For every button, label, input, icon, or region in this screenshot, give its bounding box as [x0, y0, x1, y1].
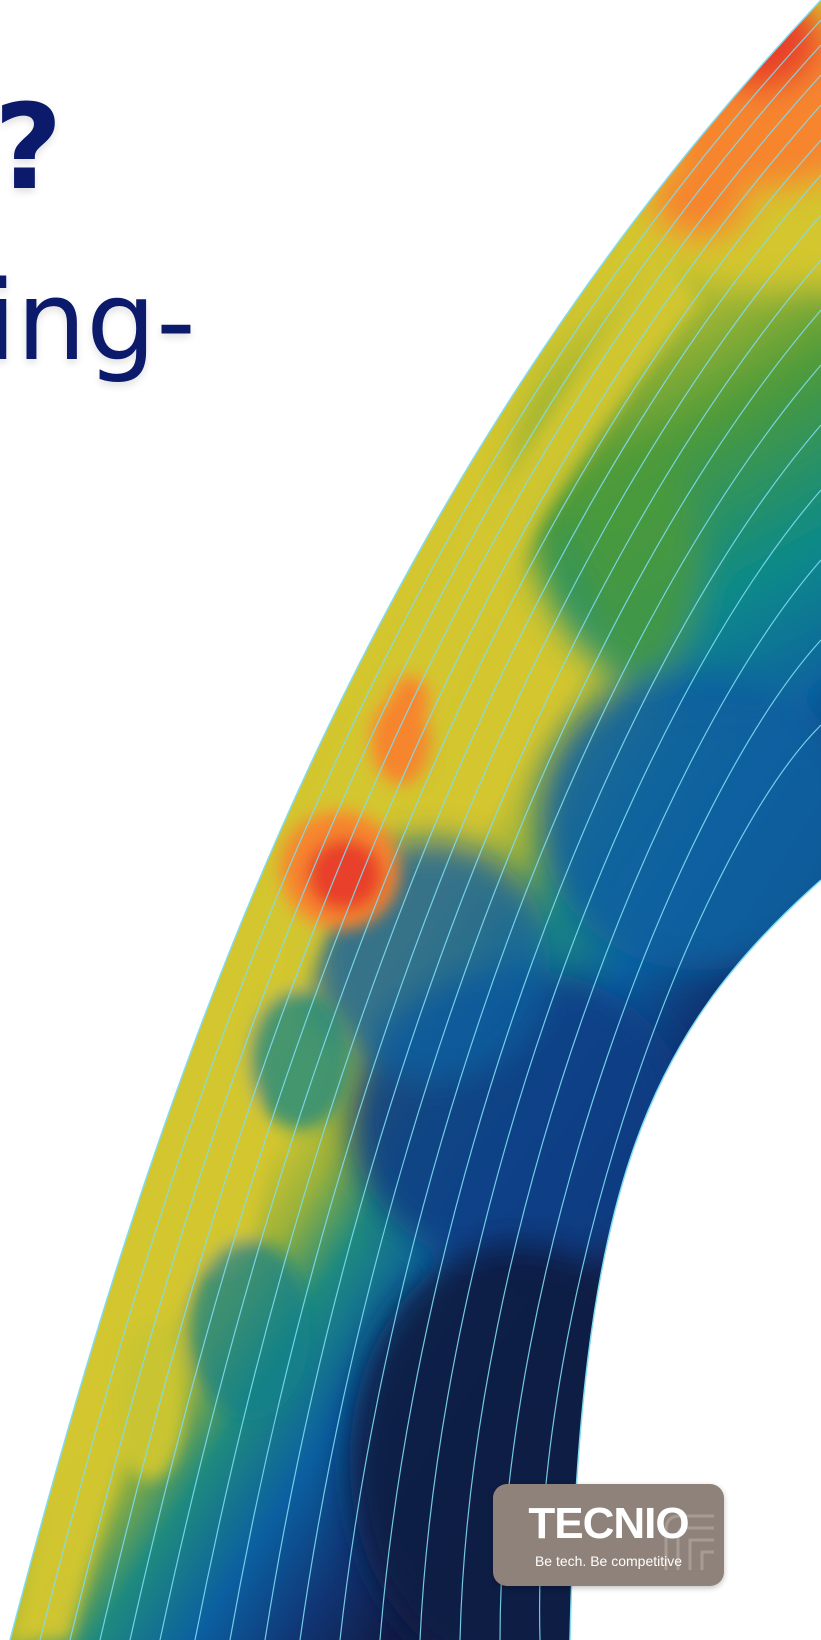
- badge-subtitle: Be tech. Be competitive: [493, 1554, 724, 1568]
- headline-question-mark: ?: [0, 88, 62, 206]
- headline-fragment: ing-: [0, 266, 196, 376]
- badge-title: TECNIO: [493, 1502, 724, 1546]
- tecnio-logo-badge: TECNIO Be tech. Be competitive: [493, 1484, 724, 1586]
